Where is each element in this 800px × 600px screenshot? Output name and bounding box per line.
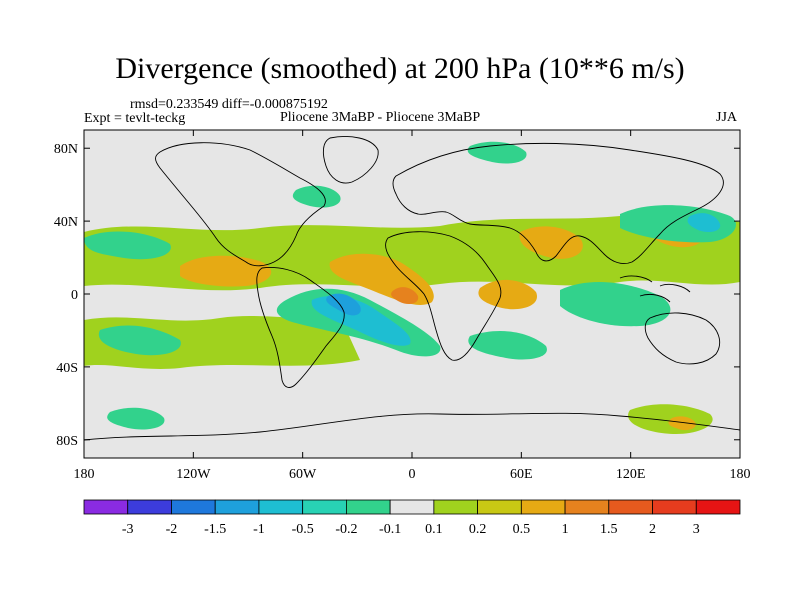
- colorbar-label: -1.5: [204, 522, 226, 537]
- diff-label: diff=: [221, 97, 250, 112]
- y-tick-label: 0: [71, 288, 78, 303]
- colorbar: -3 -2 -1.5 -1 -0.5 -0.2 -0.1 0.1 0.2 0.5 1 1.5 2 3: [83, 499, 741, 537]
- colorbar-label: 0.2: [469, 522, 487, 537]
- coastline-maritime-continent: [619, 275, 691, 303]
- colorbar-swatch: [477, 499, 522, 515]
- contour-red-core: [391, 287, 419, 304]
- contour-negative-south-indian: [468, 331, 547, 360]
- diff-value: -0.000875192: [249, 97, 328, 112]
- colorbar-swatch: [171, 499, 216, 515]
- x-tick-label: 60W: [289, 467, 317, 482]
- axis-ticks: 180 120W 60W 0 60E 120E 180 80N 40N 0 40S 80S: [54, 130, 751, 482]
- contour-orange-east-africa: [478, 279, 538, 310]
- experiment-label: Expt = tevlt-teckg: [84, 111, 186, 126]
- rmsd-label: rmsd=: [130, 97, 166, 112]
- colorbar-swatch: [258, 499, 304, 515]
- colorbar-swatch: [345, 499, 391, 515]
- subtitle: Pliocene 3MaBP - Pliocene 3MaBP: [280, 110, 481, 125]
- colorbar-swatch: [302, 499, 347, 515]
- stats-line: rmsd=0.233549 diff=-0.000875192: [130, 97, 328, 113]
- colorbar-label: 0.1: [425, 522, 443, 537]
- colorbar-swatch: [83, 499, 129, 515]
- colorbar-label: -3: [122, 522, 134, 537]
- x-tick-label: 180: [730, 467, 751, 482]
- rmsd-value: 0.233549: [165, 97, 219, 112]
- y-tick-label: 40N: [54, 215, 78, 230]
- colorbar-swatch: [695, 499, 741, 515]
- x-tick-label: 0: [409, 467, 416, 482]
- colorbar-swatch: [520, 499, 566, 515]
- coastline-africa: [385, 231, 502, 361]
- colorbar-label: 2: [649, 522, 656, 537]
- contour-negative-northeast-america: [292, 185, 341, 208]
- contour-cyan-west-pacific: [687, 213, 721, 232]
- x-tick-label: 120E: [616, 467, 646, 482]
- colorbar-label: -0.1: [379, 522, 401, 537]
- colorbar-label: -2: [166, 522, 178, 537]
- contour-orange-antarctic: [668, 416, 696, 431]
- colorbar-label: -0.2: [335, 522, 357, 537]
- x-tick-label: 120W: [176, 467, 211, 482]
- contour-negative-antarctic: [107, 407, 165, 430]
- season-label: JJA: [716, 110, 738, 125]
- colorbar-label: 1: [562, 522, 569, 537]
- coastline-north-america: [155, 142, 326, 267]
- colorbar-swatch: [127, 499, 172, 515]
- map-field: [84, 130, 740, 458]
- colorbar-swatch: [433, 499, 479, 515]
- x-tick-label: 60E: [510, 467, 533, 482]
- colorbar-label: 3: [693, 522, 700, 537]
- colorbar-label: 0.5: [513, 522, 531, 537]
- contour-negative-north-pacific: [84, 231, 171, 260]
- y-tick-label: 80N: [54, 142, 78, 157]
- coastline-greenland: [322, 136, 379, 184]
- colorbar-swatch: [564, 499, 610, 515]
- colorbar-swatch: [214, 499, 260, 515]
- colorbar-swatch: [652, 499, 697, 515]
- x-tick-label: 180: [74, 467, 95, 482]
- coastline-antarctica: [84, 412, 740, 441]
- coastlines: [84, 136, 740, 441]
- colorbar-label: 1.5: [600, 522, 618, 537]
- coastline-australia: [644, 312, 720, 365]
- plot-title: Divergence (smoothed) at 200 hPa (10**6 …: [115, 52, 685, 85]
- contour-negative-indian-ocean: [560, 282, 671, 327]
- contour-negative-south-pacific: [98, 325, 181, 356]
- colorbar-swatch: [608, 499, 653, 515]
- y-tick-label: 40S: [56, 361, 78, 376]
- colorbar-swatch: [389, 499, 435, 515]
- coastline-eurasia: [392, 142, 724, 265]
- coastline-south-america: [256, 267, 345, 388]
- y-tick-label: 80S: [56, 434, 78, 449]
- colorbar-label: -1: [253, 522, 265, 537]
- colorbar-label: -0.5: [292, 522, 314, 537]
